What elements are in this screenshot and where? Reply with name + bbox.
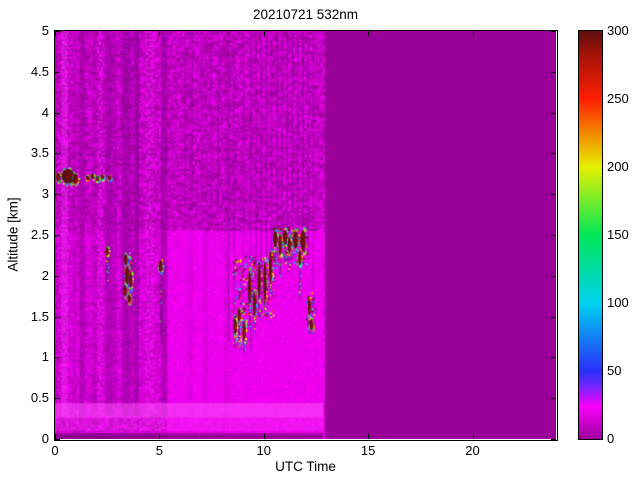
colorbar-tick-label: 150 [607,227,629,242]
y-tick-label: 3.5 [30,145,49,161]
x-axis-label: UTC Time [275,459,336,474]
y-tick-label: 1.5 [30,308,49,324]
tick-mark [159,434,161,439]
tick-mark [551,357,556,359]
tick-mark [551,71,556,73]
tick-mark [551,316,556,318]
tick-mark [551,153,556,155]
plot-frame [54,30,558,441]
y-tick-label: 1 [41,349,49,365]
tick-mark [55,275,60,277]
tick-mark [551,31,556,32]
tick-mark [55,71,60,73]
tick-mark [263,31,265,36]
colorbar-tick-label: 250 [607,91,629,106]
y-tick-label: 4 [41,104,49,120]
tick-mark [472,434,474,439]
y-tick-label: 0 [41,431,49,446]
tick-mark [551,275,556,277]
tick-mark [55,31,60,32]
x-tick-label: 0 [51,443,59,458]
tick-mark [55,235,60,236]
tick-mark [159,31,161,36]
tick-mark [551,194,556,196]
tick-mark [263,434,265,439]
tick-mark [472,31,474,36]
tick-mark [368,434,370,439]
y-tick-label: 3 [41,186,49,202]
y-tick-label: 4.5 [30,63,49,79]
tick-mark [55,153,60,155]
x-tick-label: 10 [256,443,271,458]
tick-mark [551,112,556,114]
tick-mark [551,235,556,236]
colorbar-tick-label: 0 [607,431,615,446]
tick-mark [55,112,60,114]
x-tick-label: 15 [360,443,376,458]
colorbar-tick-label: 200 [607,159,629,174]
tick-mark [55,398,60,400]
tick-mark [55,434,56,439]
colorbar [578,30,603,440]
y-axis-label: Altitude [km] [5,197,21,272]
colorbar-tick-label: 300 [607,23,629,38]
tick-mark [551,439,556,440]
tick-mark [551,398,556,400]
tick-mark [55,316,60,318]
tick-mark [55,439,60,440]
chart-title: 20210721 532nm [252,7,359,22]
y-tick-label: 0.5 [30,390,49,406]
x-tick-label: 5 [155,443,163,458]
y-tick-label: 2.5 [30,227,49,242]
tick-mark [55,194,60,196]
x-tick-label: 20 [465,443,480,458]
tick-mark [368,31,370,36]
tick-mark [55,31,56,36]
colorbar-tick-label: 100 [607,295,629,310]
y-tick-label: 2 [41,267,49,283]
colorbar-tick-label: 50 [607,363,622,378]
heatmap-canvas [55,31,556,439]
tick-mark [55,357,60,359]
y-tick-label: 5 [41,23,49,38]
